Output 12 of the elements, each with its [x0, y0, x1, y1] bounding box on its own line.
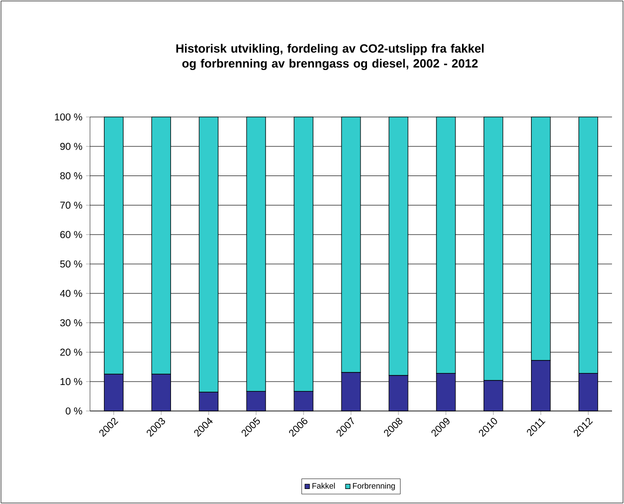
y-tick-label: 0 %: [66, 407, 82, 415]
y-tick-label: 10 %: [60, 378, 82, 386]
y-tick-label: 80 %: [60, 172, 82, 180]
y-tick-label: 20 %: [60, 348, 82, 356]
y-tick-label: 90 %: [60, 142, 82, 150]
chart-title: Historisk utvikling, fordeling av CO2-utslipp fra fakkel og forbrenning av brenngass og diesel, 2002 - 2012: [176, 44, 484, 70]
y-tick-label: 70 %: [60, 202, 82, 209]
y-tick-label: 30 %: [60, 319, 82, 326]
y-tick-label: 100 %: [55, 113, 82, 121]
y-tick-label: 40 %: [60, 290, 82, 297]
y-tick-label: 60 %: [60, 231, 82, 238]
y-tick-label: 50 %: [60, 260, 82, 268]
